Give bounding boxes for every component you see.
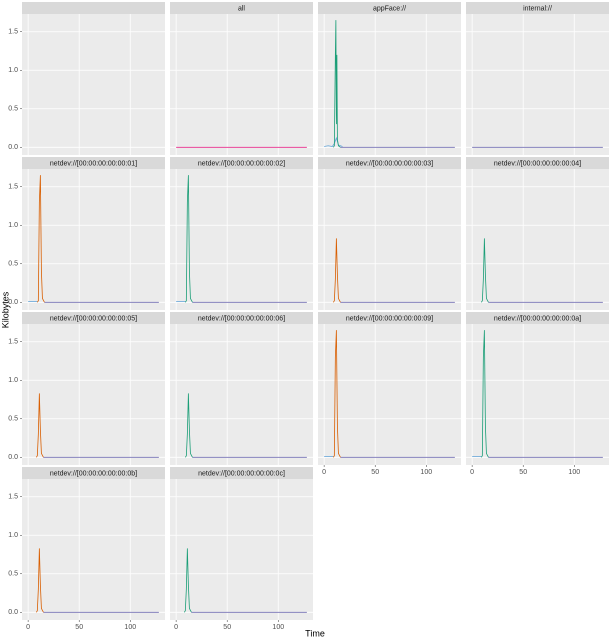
- x-tick-label: 50: [223, 624, 231, 631]
- strip-title: netdev://[00:00:00:00:00:01]: [50, 160, 137, 167]
- y-tick-label: 1.0: [8, 67, 18, 74]
- panel: [318, 169, 461, 310]
- strip-title: netdev://[00:00:00:00:00:0a]: [494, 315, 581, 322]
- panel: [170, 324, 313, 465]
- strip: [318, 157, 461, 169]
- strip: [170, 467, 313, 479]
- panel: [22, 169, 165, 310]
- y-tick-label: 1.5: [8, 29, 18, 36]
- x-tick-label: 50: [75, 624, 83, 631]
- panel: [170, 169, 313, 310]
- strip-title: netdev://[00:00:00:00:00:02]: [198, 160, 285, 167]
- strip: [466, 312, 609, 324]
- strip: [170, 2, 313, 14]
- strip: [318, 312, 461, 324]
- x-tick-label: 0: [470, 469, 474, 476]
- series-line: [332, 330, 341, 458]
- strip: [170, 312, 313, 324]
- y-tick-label: 1.0: [8, 532, 18, 539]
- x-tick-label: 0: [26, 624, 30, 631]
- panel: [22, 14, 165, 155]
- strip-title: netdev://[00:00:00:00:00:03]: [346, 160, 433, 167]
- series-line: [184, 175, 193, 303]
- strip-title: appFace://: [373, 5, 406, 12]
- series-line: [480, 330, 489, 458]
- x-axis-label: Time: [305, 628, 325, 638]
- x-tick-label: 50: [519, 469, 527, 476]
- strip-title: netdev://[00:00:00:00:00:0b]: [50, 470, 137, 477]
- series-line: [183, 548, 192, 613]
- y-tick-label: 1.0: [8, 222, 18, 229]
- x-tick-label: 100: [272, 624, 284, 631]
- panel: [22, 324, 165, 465]
- strip-title: netdev://[00:00:00:00:00:04]: [494, 160, 581, 167]
- y-tick-label: 0.0: [8, 454, 18, 461]
- series-line: [184, 393, 193, 458]
- y-axis-label: Kilobytes: [0, 291, 10, 328]
- series-line: [332, 20, 341, 148]
- strip-title: netdev://[00:00:00:00:00:09]: [346, 315, 433, 322]
- strip-title: netdev://[00:00:00:00:00:05]: [50, 315, 137, 322]
- strip: [22, 157, 165, 169]
- series-line: [35, 393, 44, 458]
- y-tick-label: 1.5: [8, 339, 18, 346]
- strip: [466, 2, 609, 14]
- x-tick-label: 0: [174, 624, 178, 631]
- y-tick-label: 0.0: [8, 299, 18, 306]
- strip: [318, 2, 461, 14]
- strip: [22, 312, 165, 324]
- y-tick-label: 0.5: [8, 416, 18, 423]
- panel: [22, 479, 165, 620]
- strip: [22, 2, 165, 14]
- panel: [466, 14, 609, 155]
- y-tick-label: 0.5: [8, 261, 18, 268]
- y-tick-label: 1.5: [8, 184, 18, 191]
- panel: [170, 479, 313, 620]
- series-line: [332, 238, 341, 303]
- x-tick-label: 50: [371, 469, 379, 476]
- strip: [170, 157, 313, 169]
- panel: [318, 324, 461, 465]
- y-tick-label: 1.0: [8, 377, 18, 384]
- y-tick-label: 1.5: [8, 494, 18, 501]
- panel: [466, 169, 609, 310]
- x-tick-label: 100: [568, 469, 580, 476]
- series-line: [36, 175, 45, 303]
- y-tick-label: 0.5: [8, 571, 18, 578]
- strip-title: internal://: [523, 5, 552, 12]
- panel: [466, 324, 609, 465]
- strip: [466, 157, 609, 169]
- y-tick-label: 0.0: [8, 144, 18, 151]
- y-tick-label: 0.0: [8, 609, 18, 616]
- y-tick-label: 0.5: [8, 106, 18, 113]
- panel: [318, 14, 461, 155]
- series-line: [35, 548, 44, 613]
- strip-title: netdev://[00:00:00:00:00:0c]: [198, 470, 285, 477]
- strip-title: all: [238, 5, 245, 12]
- strip-title: netdev://[00:00:00:00:00:06]: [198, 315, 285, 322]
- strip: [22, 467, 165, 479]
- series-line: [480, 238, 489, 303]
- x-tick-label: 0: [322, 469, 326, 476]
- panel: [170, 14, 313, 155]
- x-tick-label: 100: [420, 469, 432, 476]
- x-tick-label: 100: [124, 624, 136, 631]
